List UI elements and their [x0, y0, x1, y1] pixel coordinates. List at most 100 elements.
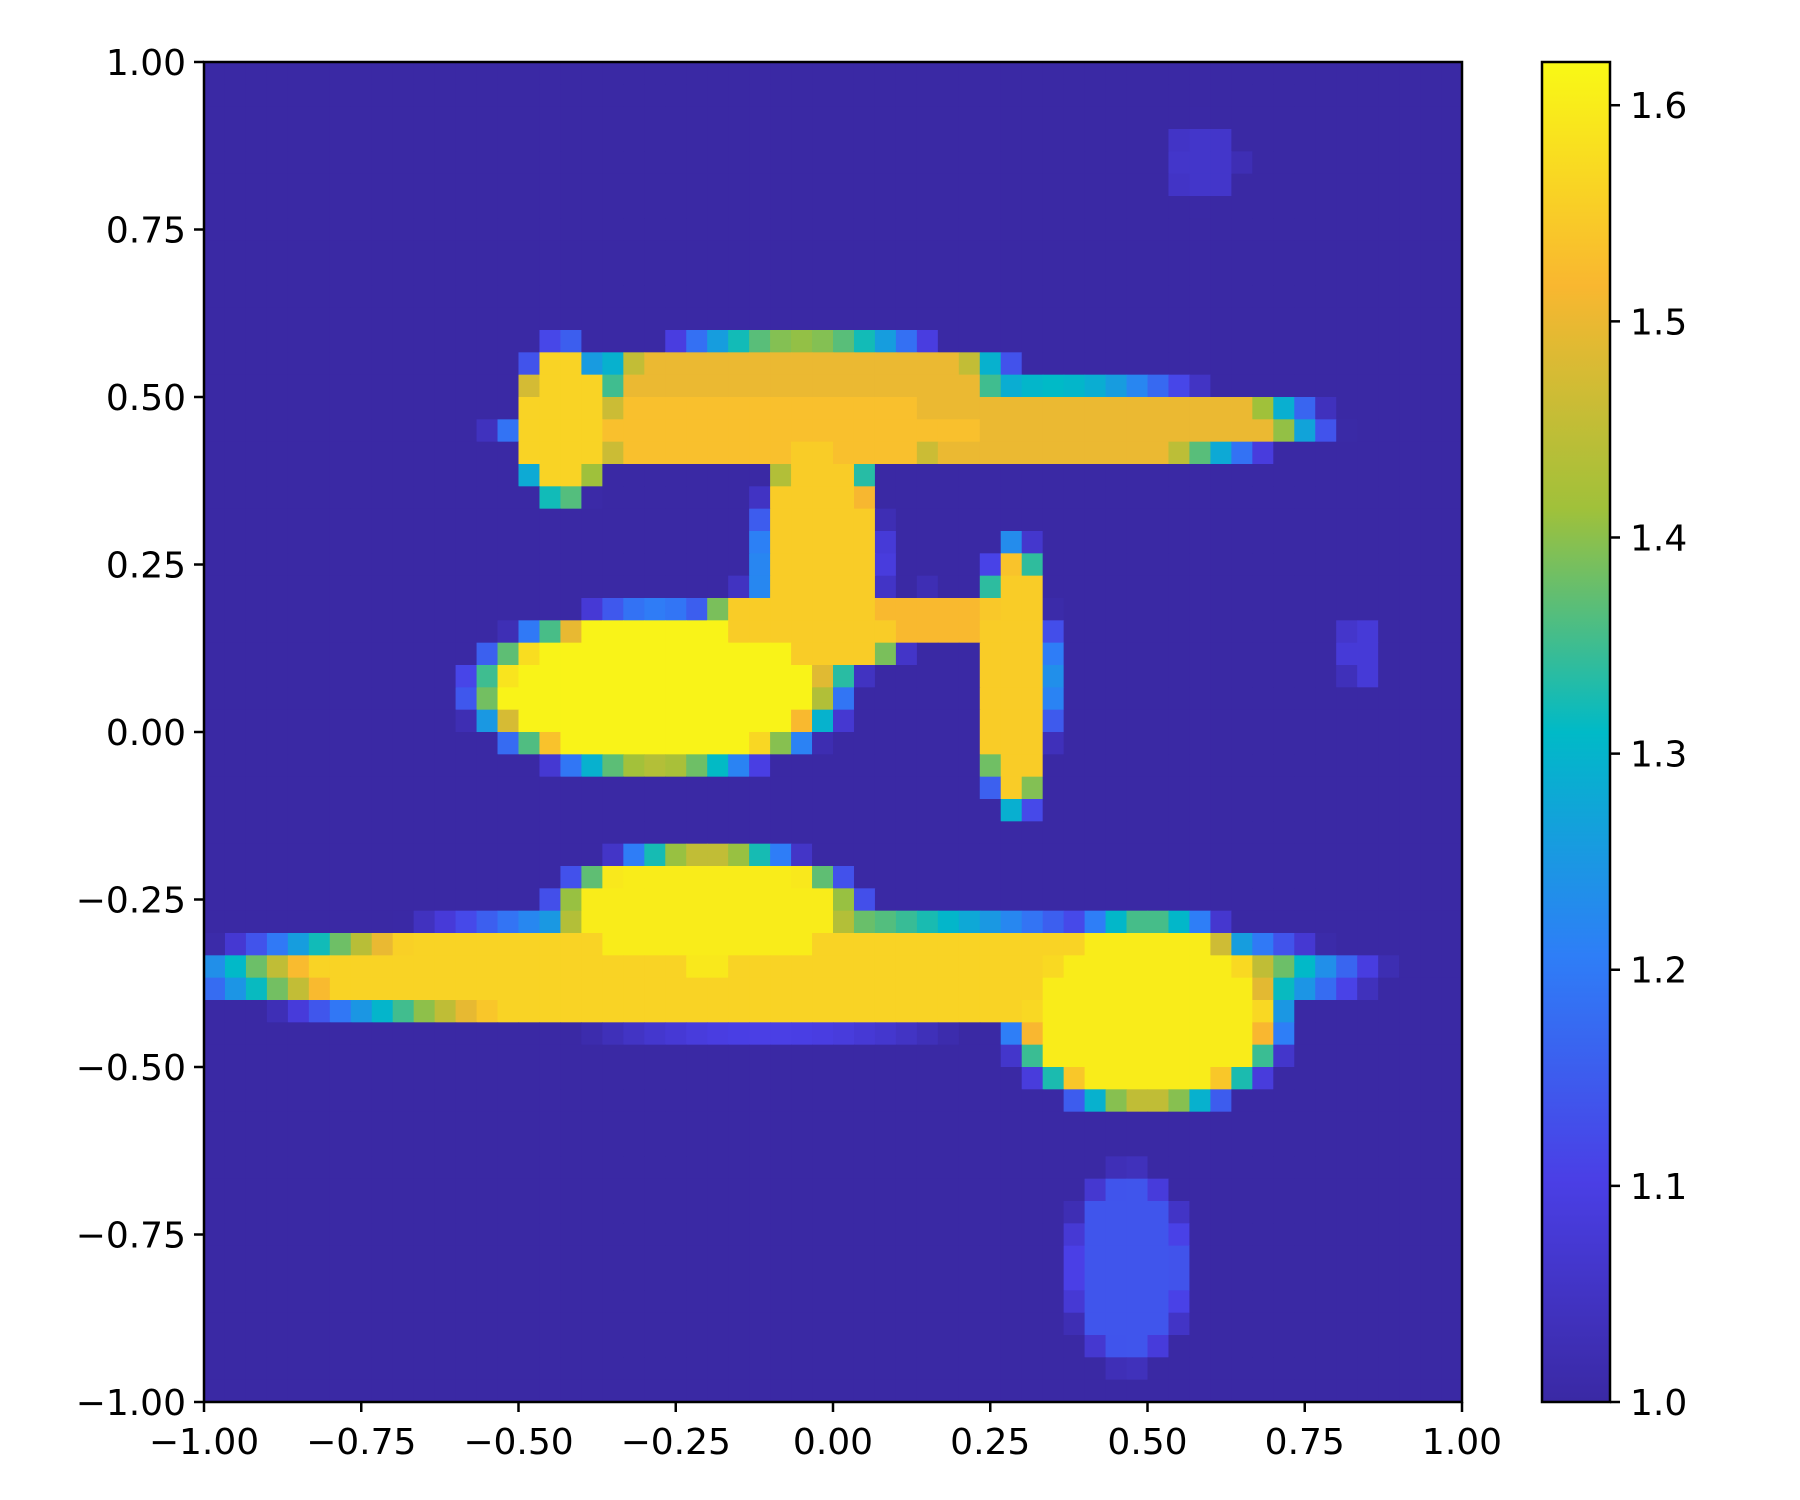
heatmap-cell: [895, 1379, 918, 1403]
heatmap-cell: [518, 910, 541, 934]
heatmap-cell: [1441, 441, 1463, 465]
heatmap-cell: [1336, 1379, 1358, 1403]
heatmap-cell: [1252, 129, 1274, 152]
heatmap-cell: [1441, 754, 1463, 778]
heatmap-cell: [266, 598, 289, 621]
heatmap-cell: [245, 307, 268, 331]
heatmap-cell: [874, 1379, 897, 1403]
heatmap-cell: [1042, 910, 1065, 934]
heatmap-cell: [1231, 709, 1253, 733]
heatmap-cell: [1000, 1312, 1023, 1336]
heatmap-cell: [665, 1223, 687, 1247]
heatmap-cell: [1210, 1000, 1232, 1023]
heatmap-cell: [1231, 732, 1253, 755]
heatmap-cell: [1252, 1268, 1274, 1291]
heatmap-cell: [623, 1111, 645, 1135]
heatmap-cell: [245, 531, 268, 554]
heatmap-cell: [308, 1022, 331, 1046]
heatmap-cell: [560, 1268, 582, 1291]
heatmap-cell: [1357, 151, 1379, 175]
heatmap-cell: [665, 263, 687, 286]
heatmap-cell: [329, 1312, 352, 1336]
heatmap-cell: [770, 173, 792, 197]
heatmap-cell: [686, 732, 708, 755]
heatmap-cell: [1189, 665, 1211, 688]
heatmap-cell: [937, 62, 960, 85]
heatmap-cell: [224, 799, 247, 822]
heatmap-cell: [1273, 1178, 1295, 1202]
heatmap-cell: [791, 754, 813, 778]
heatmap-cell: [266, 196, 289, 219]
heatmap-cell: [707, 1312, 729, 1336]
heatmap-cell: [791, 397, 813, 420]
heatmap-cell: [1105, 1379, 1128, 1403]
heatmap-cell: [329, 732, 352, 755]
heatmap-cell: [874, 1290, 897, 1314]
heatmap-cell: [497, 642, 520, 666]
heatmap-cell: [853, 1000, 876, 1023]
heatmap-cell: [770, 1245, 792, 1269]
heatmap-cell: [1399, 933, 1421, 956]
heatmap-cell: [287, 709, 310, 733]
heatmap-cell: [1378, 1245, 1400, 1269]
heatmap-cell: [518, 1089, 541, 1113]
heatmap-cell: [707, 441, 729, 465]
heatmap-cell: [560, 1044, 582, 1068]
heatmap-cell: [1105, 1156, 1128, 1180]
heatmap-cell: [1420, 709, 1442, 733]
heatmap-cell: [434, 799, 457, 822]
heatmap-cell: [1315, 106, 1337, 130]
heatmap-cell: [1315, 218, 1337, 242]
heatmap-cell: [1147, 776, 1170, 800]
heatmap-cell: [204, 106, 226, 130]
heatmap-cell: [1021, 419, 1044, 443]
heatmap-cell: [413, 687, 436, 711]
heatmap-cell: [476, 821, 499, 845]
heatmap-cell: [371, 1268, 394, 1291]
heatmap-cell: [329, 1044, 352, 1068]
heatmap-cell: [371, 129, 394, 152]
heatmap-cell: [1126, 330, 1149, 353]
heatmap-cell: [287, 1134, 310, 1157]
heatmap-cell: [665, 732, 687, 755]
heatmap-cell: [1063, 933, 1086, 956]
heatmap-cell: [812, 240, 834, 264]
heatmap-cell: [728, 1201, 750, 1224]
heatmap-cell: [1000, 1201, 1023, 1224]
heatmap-cell: [916, 933, 939, 956]
heatmap-cell: [371, 665, 394, 688]
heatmap-cell: [266, 776, 289, 800]
heatmap-cell: [1126, 397, 1149, 420]
heatmap-cell: [245, 709, 268, 733]
heatmap-cell: [1063, 1111, 1086, 1135]
heatmap-cell: [686, 1223, 708, 1247]
heatmap-cell: [749, 1379, 771, 1403]
heatmap-cell: [1084, 910, 1107, 934]
heatmap-cell: [350, 821, 373, 845]
heatmap-cell: [874, 1000, 897, 1023]
heatmap-cell: [707, 374, 729, 398]
heatmap-cell: [979, 776, 1002, 800]
heatmap-cell: [707, 1134, 729, 1157]
heatmap-cell: [874, 933, 897, 956]
heatmap-cell: [1357, 1245, 1379, 1269]
heatmap-cell: [497, 441, 520, 465]
heatmap-cell: [1084, 1022, 1107, 1046]
heatmap-cell: [560, 240, 582, 264]
heatmap-cell: [1441, 1111, 1463, 1135]
heatmap-cell: [476, 263, 499, 286]
heatmap-cell: [1273, 553, 1295, 577]
heatmap-cell: [1273, 687, 1295, 711]
heatmap-cell: [1294, 397, 1316, 420]
heatmap-cell: [518, 955, 541, 979]
heatmap-cell: [874, 263, 897, 286]
heatmap-cell: [644, 84, 666, 108]
heatmap-cell: [287, 1022, 310, 1046]
heatmap-cell: [728, 821, 750, 845]
heatmap-cell: [1252, 687, 1274, 711]
heatmap-cell: [895, 531, 918, 554]
heatmap-cell: [853, 151, 876, 175]
heatmap-cell: [497, 888, 520, 912]
heatmap-cell: [1084, 754, 1107, 778]
heatmap-cell: [728, 62, 750, 85]
